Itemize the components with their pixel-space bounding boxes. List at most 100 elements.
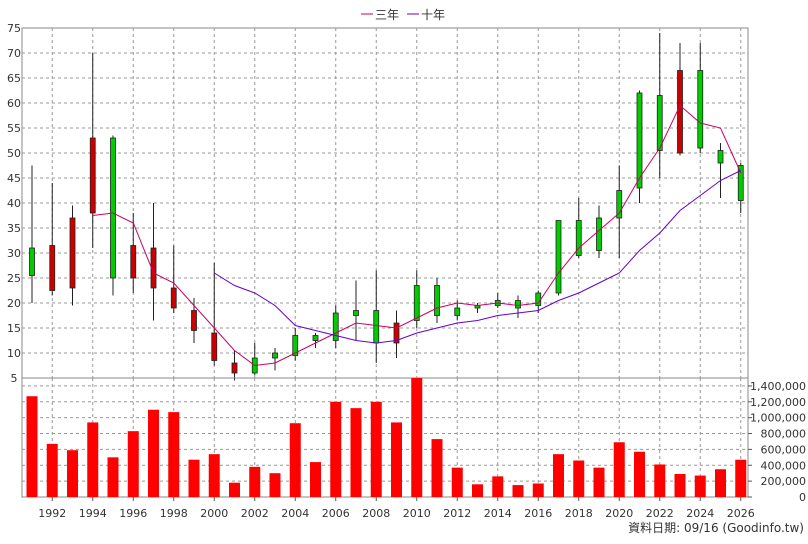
volume-bar [330,401,342,497]
volume-bar [148,409,159,497]
candle-body [170,287,177,309]
volume-grid [21,377,749,498]
candle-body [110,137,116,279]
candle-body [89,137,96,214]
volume-tick-label: 800,000 [761,428,807,441]
volume-bar [188,459,200,497]
volume-bar [107,457,119,497]
volume-bar [370,401,382,497]
x-tick-label: 1998 [160,507,188,520]
price-tick-label: 75 [7,22,21,35]
candle-body [231,362,238,374]
candle-body [677,70,683,154]
candle-body [130,245,137,279]
volume-bar [208,454,220,497]
volume-bar [735,459,747,497]
price-tick-label: 30 [7,247,21,260]
volume-panel-frame [21,377,749,498]
legend-label-3yr: 三年 [375,8,399,22]
volume-bar [634,451,645,497]
price-tick-label: 55 [7,122,21,135]
candlesticks [29,33,744,381]
volume-bar [593,467,605,497]
candle-body [596,217,602,251]
candle-body [636,92,643,189]
candle-body [312,335,319,341]
legend: 三年 十年 [361,8,445,22]
candle-body [454,307,461,316]
volume-bar [411,378,423,497]
x-tick-label: 2006 [322,507,350,520]
x-tick-label: 2000 [200,507,228,520]
x-tick-label: 2016 [524,507,552,520]
price-tick-label: 15 [7,322,21,335]
candle-body [272,352,278,359]
candle-body [332,312,339,341]
data-source-note: 資料日期: 09/16 (Goodinfo.tw) [628,521,804,535]
volume-bar [269,473,281,497]
volume-bar [127,431,139,497]
volume-bar [613,442,625,497]
volume-bar [431,439,443,497]
price-tick-label: 50 [7,147,21,160]
x-tick-label: 1996 [119,507,147,520]
ma-line-10yr [214,170,742,344]
x-tick-label: 2020 [605,507,633,520]
candle-body [413,285,420,321]
volume-tick-label: 1,200,000 [750,396,806,409]
volume-bar [350,408,362,497]
x-tick-label: 2002 [241,507,269,520]
candle-body [393,322,400,344]
price-tick-label: 35 [7,222,21,235]
price-tick-label: 60 [7,97,21,110]
volume-bar [249,466,261,497]
volume-bar [654,464,666,497]
volume-tick-label: 400,000 [761,459,807,472]
candle-body [49,245,56,291]
price-tick-label: 70 [7,47,21,60]
x-tick-label: 2010 [403,507,431,520]
price-tick-label: 40 [7,197,21,210]
candle-body [191,310,197,331]
candle-body [737,165,744,201]
x-tick-label: 2008 [362,507,390,520]
volume-bar [532,483,544,497]
x-tick-label: 2004 [281,507,309,520]
ma-line-3yr [92,104,742,367]
x-tick-label: 1992 [38,507,66,520]
candle-body [292,335,299,356]
candle-body [575,220,582,256]
x-tick-label: 2022 [646,507,674,520]
volume-bars [26,378,747,497]
volume-bar [512,485,524,497]
legend-label-10yr: 十年 [421,8,445,22]
volume-bar [289,423,301,497]
price-grid [21,27,749,379]
volume-tick-label: 0 [799,491,806,504]
x-axis: 1992 1994 1996 1998 2000 2002 2004 2006 2008 2010… [38,497,755,520]
candle-body [211,332,218,361]
x-tick-label: 2018 [565,507,593,520]
x-tick-label: 2014 [484,507,512,520]
price-tick-label: 25 [7,272,21,285]
candle-body [353,310,359,316]
volume-bar [715,469,726,497]
price-tick-label: 65 [7,72,21,85]
candle-body [697,70,704,149]
volume-bar [46,443,58,497]
volume-bar [310,462,321,497]
volume-y-axis: 0 200,000 400,000 600,000 800,000 1,000,000 1,… [748,380,806,504]
candle-body [616,190,623,219]
volume-bar [553,454,564,497]
volume-bar [694,475,706,497]
candle-body [656,95,663,151]
candle-body [717,150,724,164]
price-tick-label: 45 [7,172,21,185]
volume-bar [229,482,240,497]
candle-body [69,217,76,289]
candle-body [373,310,380,344]
volume-bar [472,484,483,497]
price-tick-label: 10 [7,347,21,360]
